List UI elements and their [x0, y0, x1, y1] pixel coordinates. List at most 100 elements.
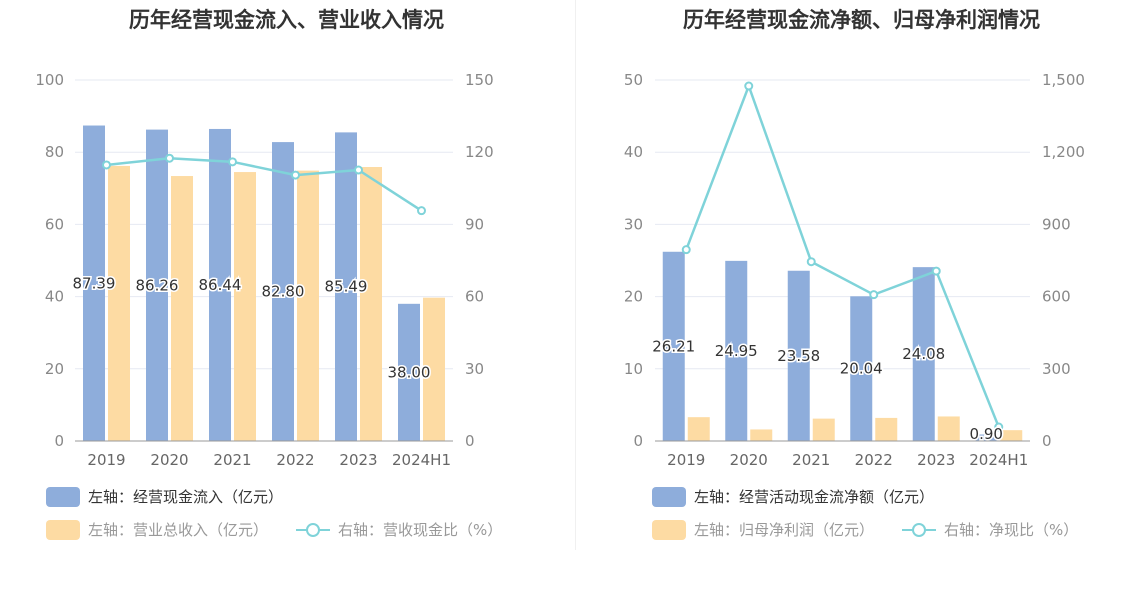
y-left-tick-label: 60 [45, 215, 64, 233]
bar-net-profit [937, 416, 960, 441]
data-label: 24.08 [902, 345, 945, 363]
bar-cash-inflow [83, 125, 105, 442]
y-left-tick-label: 0 [633, 432, 643, 450]
chart-title: 历年经营现金流净额、归母净利润情况 [683, 8, 1040, 32]
data-label: 87.39 [73, 274, 116, 292]
bar-net-profit [1000, 430, 1023, 441]
y-right-tick-label: 900 [1042, 215, 1071, 233]
bar-net-profit [750, 429, 773, 441]
bar-revenue [234, 172, 256, 441]
line-series [685, 82, 1000, 428]
bar-net-cash-flow [850, 296, 873, 441]
y-right-tick-label: 1,200 [1042, 143, 1085, 161]
line-point [681, 245, 691, 255]
legend-label: 右轴：营收现金比（%） [338, 521, 503, 539]
legend-item-net-profit[interactable]: 左轴：归母净利润（亿元） [652, 519, 874, 540]
legend-label: 左轴：经营活动现金流净额（亿元） [694, 488, 935, 506]
x-tick-label: 2022 [276, 451, 314, 469]
bar-revenue [171, 176, 193, 441]
y-left-tick-label: 20 [624, 288, 643, 306]
data-label: 86.44 [199, 276, 242, 294]
legend-bar-swatch [46, 486, 80, 507]
line-series [106, 156, 423, 212]
y-right-tick-label: 600 [1042, 288, 1071, 306]
y-left-tick-label: 40 [624, 143, 643, 161]
data-label: 82.80 [262, 283, 305, 301]
y-left-tick-label: 30 [624, 215, 643, 233]
line-point [228, 157, 237, 167]
bar-cash-inflow [398, 303, 420, 441]
x-tick-label: 2024H1 [392, 451, 451, 469]
bar-cash-inflow [146, 129, 168, 442]
bar-revenue [423, 297, 445, 441]
left-chart-panel: 历年经营现金流入、营业收入情况 0 0 20 30 40 60 60 90 80 120 100 15… [0, 0, 573, 589]
y-left-tick-label: 10 [624, 360, 643, 378]
legend-line-swatch [296, 520, 330, 540]
x-tick-label: 2021 [792, 451, 830, 469]
legend-label: 右轴：净现比（%） [944, 521, 1079, 539]
bar-cash-inflow [272, 142, 294, 442]
line-point [354, 165, 363, 175]
line-point [102, 160, 111, 170]
y-right-tick-label: 300 [1042, 360, 1071, 378]
line-point [931, 266, 941, 276]
bar-revenue [360, 167, 382, 441]
bar-cash-inflow [209, 128, 231, 441]
legend-item-cash-ratio[interactable]: 右轴：营收现金比（%） [296, 519, 502, 540]
y-right-tick-label: 1,500 [1042, 71, 1085, 89]
y-left-tick-label: 100 [35, 71, 64, 89]
x-tick-label: 2023 [339, 451, 377, 469]
data-label: 38.00 [388, 363, 431, 381]
x-tick-label: 2019 [667, 451, 705, 469]
data-label: 26.21 [652, 337, 695, 355]
legend-item-revenue[interactable]: 左轴：营业总收入（亿元） [46, 519, 268, 540]
y-left-tick-label: 40 [45, 288, 64, 306]
y-left-tick-label: 0 [54, 432, 64, 450]
y-right-tick-label: 120 [465, 143, 494, 161]
y-right-tick-label: 0 [1042, 432, 1052, 450]
bar-net-cash-flow [725, 260, 748, 441]
legend-label: 左轴：归母净利润（亿元） [694, 521, 875, 539]
line-point [869, 290, 879, 300]
bar-revenue [108, 165, 130, 441]
y-right-tick-label: 30 [465, 360, 484, 378]
data-label: 86.26 [136, 276, 179, 294]
data-label: 20.04 [840, 360, 883, 378]
legend-item-cash-inflow[interactable]: 左轴：经营现金流入（亿元） [46, 486, 283, 507]
chart-title: 历年经营现金流入、营业收入情况 [129, 8, 444, 32]
right-chart-plot: 0 0 10 300 20 600 30 900 40 1,200 50 1,500 2019 2020 2… [624, 71, 1085, 469]
legend-bar-swatch [652, 486, 686, 507]
data-label: 0.90 [970, 425, 1003, 443]
bar-revenue [297, 170, 319, 441]
x-tick-label: 2023 [917, 451, 955, 469]
x-tick-label: 2020 [150, 451, 188, 469]
y-right-tick-label: 90 [465, 215, 484, 233]
legend-item-net-cash-ratio[interactable]: 右轴：净现比（%） [902, 519, 1078, 540]
y-left-tick-label: 50 [624, 71, 643, 89]
x-tick-label: 2022 [855, 451, 893, 469]
panel-divider [575, 0, 576, 550]
x-tick-label: 2020 [730, 451, 768, 469]
legend-item-net-cash-flow[interactable]: 左轴：经营活动现金流净额（亿元） [652, 486, 934, 507]
legend-label: 左轴：经营现金流入（亿元） [88, 488, 284, 506]
right-chart-panel: 历年经营现金流净额、归母净利润情况 0 0 10 300 20 600 30 900 40 1,2… [575, 0, 1147, 589]
legend-bar-swatch [46, 519, 80, 540]
left-chart-plot: 0 0 20 30 40 60 60 90 80 120 100 150 2019 2020 2021 202… [35, 71, 494, 469]
line-point [994, 422, 1004, 432]
line-point [806, 257, 816, 267]
line-point [165, 153, 174, 163]
line-point [417, 206, 426, 216]
y-left-tick-label: 20 [45, 360, 64, 378]
y-right-tick-label: 150 [465, 71, 494, 89]
x-tick-label: 2024H1 [969, 451, 1028, 469]
legend-bar-swatch [652, 519, 686, 540]
bar-net-profit [875, 417, 898, 441]
line-point [291, 170, 300, 180]
bar-cash-inflow [335, 132, 357, 441]
data-label: 85.49 [325, 278, 368, 296]
bar-net-cash-flow [912, 267, 935, 441]
y-right-tick-label: 0 [465, 432, 475, 450]
legend-label: 左轴：营业总收入（亿元） [88, 521, 269, 539]
data-label: 23.58 [777, 347, 820, 365]
x-tick-label: 2021 [213, 451, 251, 469]
